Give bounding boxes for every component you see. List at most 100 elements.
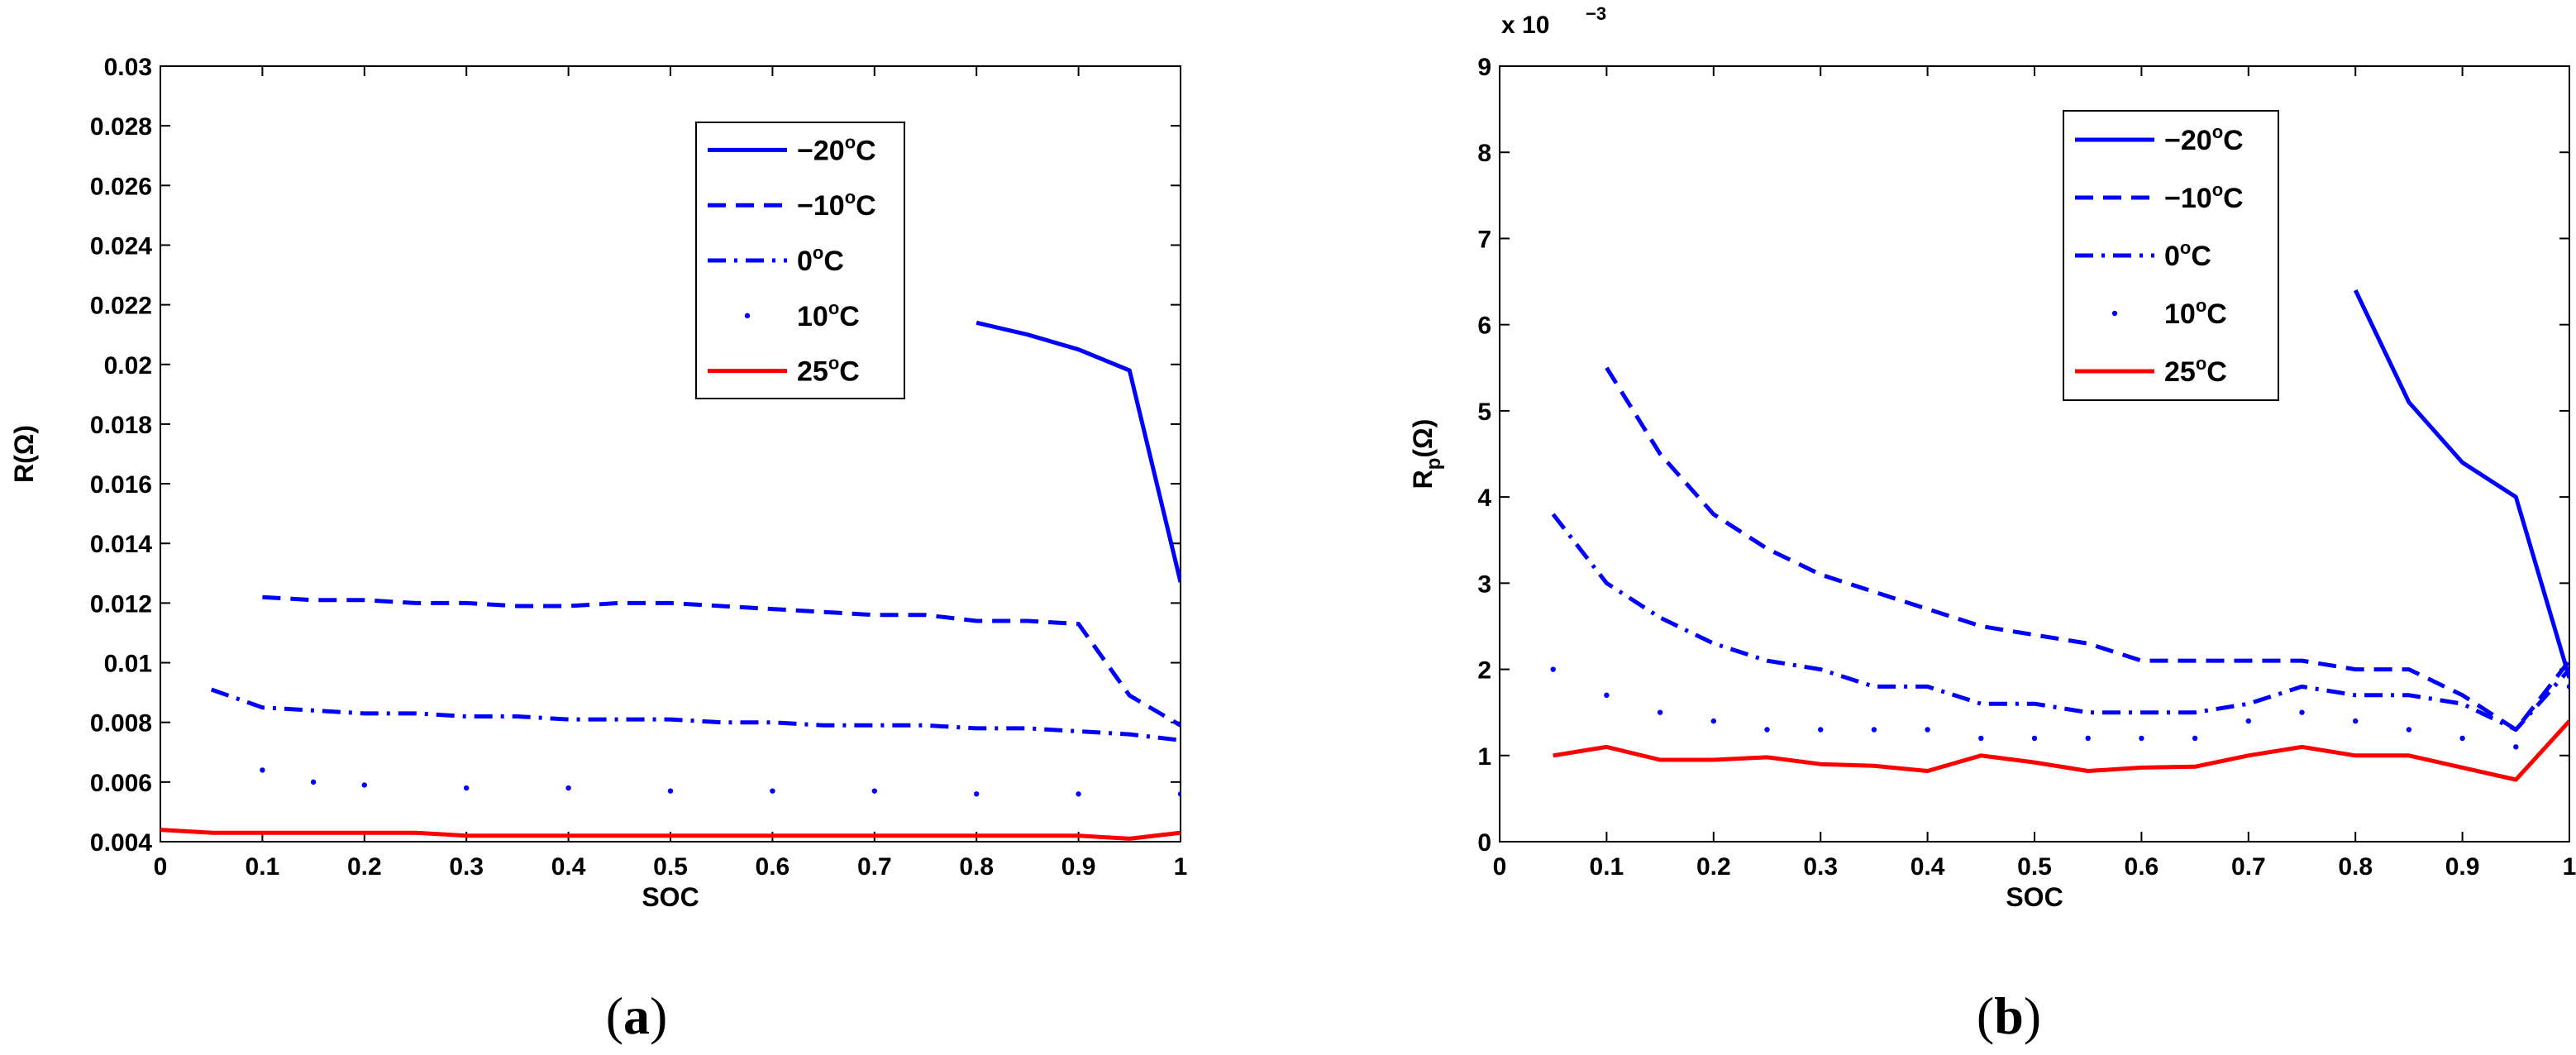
x-tick-label: 0.5 — [653, 853, 688, 881]
legend-label: 25oC — [2164, 353, 2227, 388]
legend-label-unit: C — [2206, 356, 2227, 388]
data-point — [361, 782, 367, 788]
data-point — [667, 788, 674, 794]
legend-label-degree: o — [828, 298, 839, 318]
legend-label-unit: C — [839, 356, 860, 388]
legend-box — [2063, 110, 2279, 401]
series-2 — [1551, 513, 2569, 732]
legend-label-degree: o — [828, 353, 839, 374]
panel-caption: (a) — [606, 986, 668, 1045]
legend-label: −20oC — [2164, 122, 2244, 156]
y-axis-label-group: Rp(Ω) — [1408, 419, 1445, 489]
y-tick-label: 2 — [1477, 657, 1491, 685]
legend-label-degree: o — [845, 131, 856, 152]
data-point — [2192, 735, 2198, 742]
legend-label-unit: C — [823, 246, 844, 277]
y-tick-label: 0.01 — [104, 651, 152, 678]
legend-label-degree: o — [2212, 122, 2223, 142]
series-3 — [260, 767, 1181, 797]
legend-label-value: 25 — [2164, 356, 2196, 388]
x-tick-label: 0.2 — [1696, 853, 1731, 881]
y-axis-label-main: R — [1408, 470, 1438, 489]
legend-label-degree: o — [2196, 295, 2206, 316]
panel-caption-open: ( — [606, 986, 623, 1045]
legend-label-degree: o — [813, 242, 823, 263]
data-point — [1871, 727, 1877, 733]
y-tick-label: 3 — [1477, 570, 1491, 598]
y-axis-label: Rp(Ω) — [1408, 419, 1445, 489]
y-tick-label: 0.02 — [104, 352, 152, 380]
y-tick-label: 0.006 — [90, 770, 152, 797]
data-point — [1710, 718, 1716, 724]
legend-label-degree: o — [2180, 237, 2191, 258]
data-point — [310, 779, 317, 785]
legend-label-value: −20 — [2164, 125, 2212, 156]
data-point — [2245, 718, 2251, 724]
x-tick-label: 1 — [2563, 853, 2576, 881]
y-tick-label: 0.014 — [90, 531, 152, 558]
data-point — [1764, 727, 1770, 733]
x-tick-label: 0.7 — [2231, 853, 2266, 881]
data-point — [1818, 727, 1824, 733]
legend-label-unit: C — [856, 190, 876, 222]
series-1 — [262, 594, 1181, 728]
data-point — [464, 785, 470, 791]
data-point — [2299, 709, 2305, 715]
data-point — [2085, 735, 2091, 742]
y-tick-label: 5 — [1477, 399, 1491, 426]
x-tick-label: 0 — [1493, 853, 1507, 881]
data-point — [1550, 666, 1556, 672]
legend-label-value: −10 — [797, 190, 845, 222]
x-tick-label: 0.7 — [857, 853, 892, 881]
y-tick-label: 9 — [1477, 54, 1491, 81]
x-tick-label: 0.8 — [959, 853, 994, 881]
panel-caption-letter: b — [1994, 986, 2024, 1045]
series-line — [160, 828, 1181, 841]
plot-area — [160, 65, 1181, 843]
legend-label: 25oC — [797, 353, 860, 388]
legend-label-value: 10 — [2164, 298, 2196, 330]
legend-label-unit: C — [2206, 298, 2227, 330]
data-point — [871, 788, 878, 794]
legend-box — [695, 122, 905, 399]
series-line — [210, 687, 1181, 742]
plot-area — [1499, 65, 2570, 843]
y-tick-label: 1 — [1477, 743, 1491, 771]
legend-swatch — [744, 313, 751, 318]
y-tick-label: 0.008 — [90, 710, 152, 738]
x-axis-label: SOC — [2006, 882, 2063, 912]
panel-a-chart: 0 0.1 0.2 0.3 0.4 0.5 0.6 0.7 0.8 0.9 1 0.004 0.006 0… — [9, 54, 1187, 1045]
legend-label-value: −10 — [2164, 183, 2212, 214]
data-point — [2459, 735, 2465, 742]
legend-label: −10oC — [797, 187, 876, 222]
data-point — [2353, 718, 2359, 724]
x-tick-label: 0.3 — [449, 853, 484, 881]
x-tick-label: 0.2 — [347, 853, 382, 881]
data-point — [1604, 692, 1610, 699]
data-point — [1657, 709, 1663, 715]
legend-label-degree: o — [845, 187, 856, 208]
y-tick-label: 6 — [1477, 313, 1491, 340]
y-tick-label: 0.026 — [90, 173, 152, 200]
y-tick-label: 7 — [1477, 226, 1491, 253]
legend-label-unit: C — [856, 135, 876, 166]
legend-label: 10oC — [797, 298, 860, 332]
y-tick-label: 0.012 — [90, 590, 152, 618]
y-tick-label: 0.004 — [90, 829, 152, 857]
legend-label: 0oC — [797, 242, 844, 277]
x-tick-label: 0.6 — [756, 853, 790, 881]
series-0 — [976, 320, 1181, 583]
y-tick-label: 0.024 — [90, 232, 152, 260]
legend-label: 0oC — [2164, 237, 2211, 272]
data-point — [1925, 727, 1930, 733]
data-point — [1076, 791, 1081, 797]
x-tick-label: 0.5 — [2017, 853, 2052, 881]
series-line — [1551, 513, 2569, 732]
y-exponent-superscript: −3 — [1586, 3, 1606, 24]
x-tick-label: 0.1 — [1590, 853, 1624, 881]
series-4 — [160, 828, 1181, 841]
legend-label-unit: C — [2191, 241, 2211, 272]
panel-caption-letter: a — [623, 986, 650, 1045]
